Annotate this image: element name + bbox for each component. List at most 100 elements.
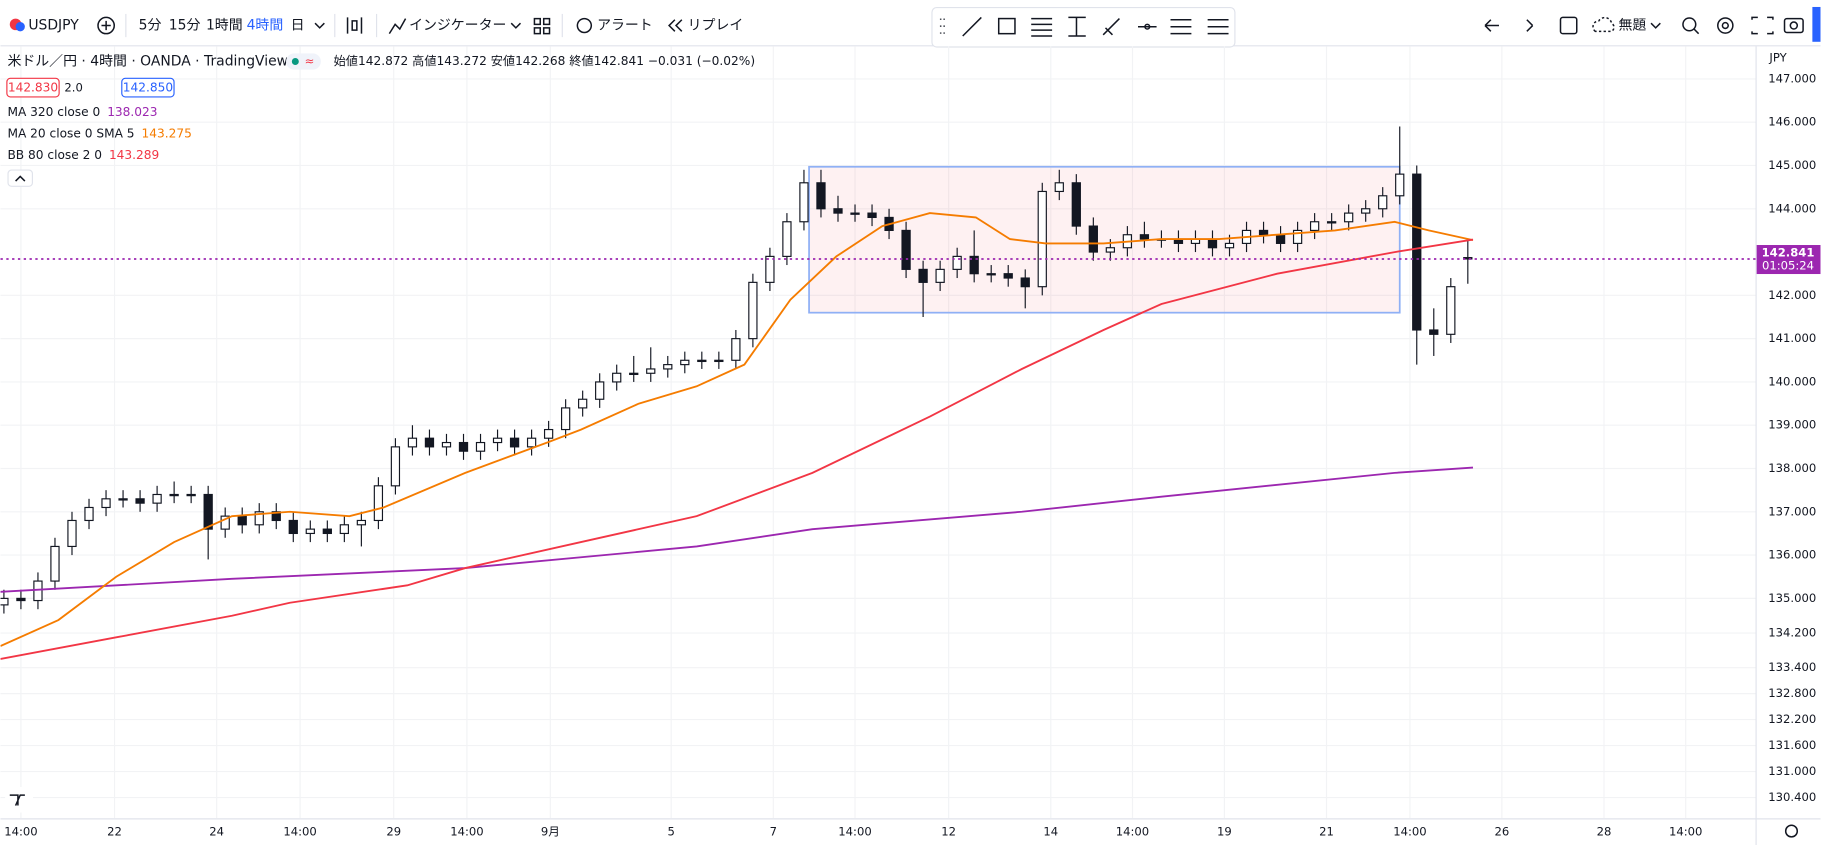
add-symbol[interactable] <box>97 16 116 35</box>
candle-body <box>271 511 281 522</box>
indicators-button[interactable]: インジケーター <box>409 18 506 34</box>
x-tick-label: 29 <box>386 825 401 839</box>
tool-rectangle[interactable] <box>997 17 1016 35</box>
axis-settings[interactable] <box>1784 824 1799 838</box>
indicators-dropdown[interactable] <box>510 22 522 29</box>
candle-body <box>356 519 367 526</box>
tool-line[interactable] <box>962 16 982 37</box>
layout-toggle[interactable] <box>1559 16 1578 35</box>
candle-body <box>84 506 94 522</box>
tool-settings[interactable] <box>1170 18 1192 35</box>
plot-area <box>0 126 1756 660</box>
indicators-icon <box>388 18 407 35</box>
interval[interactable]: 1時間 <box>206 18 243 34</box>
candle-body <box>1412 173 1422 331</box>
candle-body <box>680 359 690 366</box>
fullscreen[interactable] <box>1751 16 1774 35</box>
candle-body <box>697 359 707 363</box>
add-symbol-icon <box>101 20 111 31</box>
x-tick-label: 14:00 <box>1669 825 1702 839</box>
legend-title: 米ドル／円 · 4時間 · OANDA · TradingView <box>7 54 288 70</box>
candle-body <box>799 182 809 223</box>
symbol[interactable]: USDJPY <box>28 18 79 34</box>
replay-icon <box>668 19 683 32</box>
candle-body <box>629 372 639 376</box>
candle-body <box>526 437 537 448</box>
x-tick-label: 24 <box>209 825 224 839</box>
candle-body <box>220 515 230 530</box>
redo[interactable] <box>1526 19 1534 32</box>
search[interactable] <box>1682 17 1697 32</box>
templates[interactable] <box>533 17 551 35</box>
indicator-legend: MA 320 close 0 138.023 MA 20 close 0 SMA 5… <box>7 105 191 162</box>
snapshot[interactable] <box>1783 17 1804 34</box>
interval[interactable]: 5分 <box>139 18 162 34</box>
axes: 147.000 146.000 145.000 144.000 142.000 141.0… <box>4 71 1821 839</box>
candle-body <box>731 338 741 361</box>
tool-brush[interactable] <box>1102 18 1120 36</box>
candle-body <box>1020 277 1030 288</box>
tool-text[interactable] <box>1068 16 1086 37</box>
bid-price[interactable]: 142.830 <box>8 81 58 95</box>
tool-more[interactable] <box>1207 18 1229 35</box>
indicator-line <box>0 238 1474 660</box>
tv-logo <box>5 786 34 813</box>
drawing-toolbar-panel <box>931 6 1236 48</box>
candle-body <box>1309 221 1320 231</box>
candle-body <box>186 493 196 497</box>
logo-mark <box>9 794 25 806</box>
y-tick-label: 141.000 <box>1768 331 1816 345</box>
candle-body <box>254 511 264 526</box>
tool-fib[interactable] <box>1031 17 1053 37</box>
settings[interactable] <box>1717 17 1734 34</box>
y-tick-label: 136.000 <box>1768 548 1816 562</box>
candle-body <box>765 255 775 283</box>
indicator-value: 143.289 <box>109 148 159 162</box>
indicator-value: 143.275 <box>141 127 191 141</box>
interval-dropdown[interactable] <box>314 22 325 29</box>
buy-button[interactable] <box>121 77 175 98</box>
y-tick-label: 146.000 <box>1768 115 1816 129</box>
collapse-legend[interactable] <box>7 169 33 187</box>
candle-body <box>1003 273 1013 279</box>
y-tick-label: 138.000 <box>1768 461 1816 475</box>
candle-body <box>1344 212 1354 223</box>
candle-body <box>118 498 128 501</box>
y-tick-label: 131.000 <box>1768 764 1816 778</box>
interval-active[interactable]: 4時間 <box>247 18 284 34</box>
x-tick-label: 28 <box>1597 825 1612 839</box>
undo[interactable] <box>1484 19 1499 32</box>
indicator-value: 138.023 <box>107 105 157 119</box>
interval[interactable]: 15分 <box>169 18 201 34</box>
replay-button[interactable]: リプレイ <box>688 18 744 34</box>
candle-body <box>663 364 673 370</box>
sell-button[interactable] <box>6 77 60 98</box>
search-handle <box>1693 28 1700 35</box>
candle-body <box>833 208 843 214</box>
cloud-icon <box>1592 16 1615 33</box>
candle-body <box>1395 173 1405 197</box>
interval[interactable]: 日 <box>291 18 305 34</box>
chart-type[interactable] <box>346 17 363 34</box>
candle-body <box>407 437 418 448</box>
spread: 2.0 <box>64 81 82 95</box>
x-tick-label: 14:00 <box>838 825 871 839</box>
candle-body <box>441 441 452 448</box>
candle-body <box>560 407 571 431</box>
status-pill[interactable] <box>286 53 321 70</box>
candle-body <box>1327 221 1337 224</box>
candle-body <box>152 493 162 504</box>
layout-name[interactable]: 無題 <box>1619 18 1647 34</box>
account-tab[interactable] <box>1812 6 1821 42</box>
alert-button[interactable]: アラート <box>597 18 653 34</box>
y-tick-label: 144.000 <box>1768 201 1816 215</box>
x-tick-label: 7 <box>770 825 777 839</box>
y-tick-label: 137.000 <box>1768 504 1816 518</box>
candle-body <box>169 493 179 497</box>
candle-body <box>850 212 860 215</box>
ask-price[interactable]: 142.850 <box>123 81 173 95</box>
layout-dropdown[interactable] <box>1650 22 1661 29</box>
drag-handle[interactable] <box>939 18 945 34</box>
candle-body <box>714 359 724 363</box>
drawing-toolbar <box>931 6 1236 48</box>
